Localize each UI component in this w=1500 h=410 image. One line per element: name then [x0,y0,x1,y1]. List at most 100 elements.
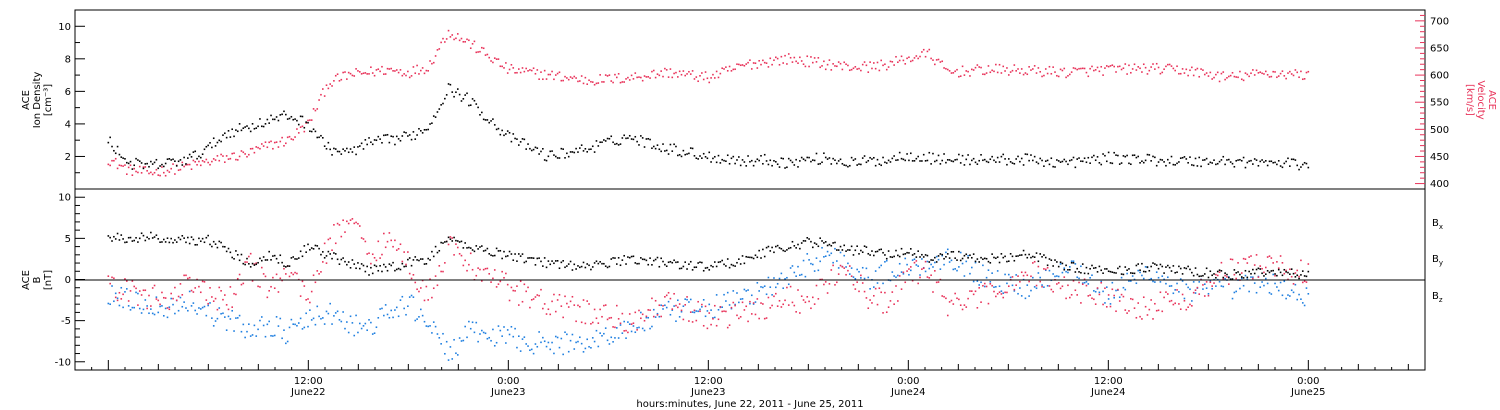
bx-point [747,256,749,259]
density-point [610,135,613,138]
by-point [1054,275,1056,278]
bz-point [423,299,426,302]
bx-point [1259,268,1262,270]
bx-point [1070,261,1073,264]
bz-point [384,246,387,249]
velocity-point [135,170,137,173]
bx-point [610,258,613,260]
bz-point [1074,289,1077,292]
density-point [358,145,361,147]
bz-point [778,299,781,302]
by-point [1104,302,1106,304]
bx-point [841,249,844,251]
density-point [362,148,365,150]
velocity-point [712,73,714,76]
velocity-point [294,136,296,138]
bz-point [804,301,807,304]
bx-point [1174,271,1176,274]
bz-point [444,262,446,264]
by-point [590,346,592,349]
density-point [264,123,267,125]
density-point [388,141,391,144]
bz-point [279,277,282,280]
by-point [157,311,160,314]
bz-point [904,281,907,284]
by-point [151,312,154,315]
density-point [580,144,583,146]
bz-point [665,294,668,297]
bx-point [1083,272,1086,275]
bz-point [506,283,509,286]
density-point [260,125,263,128]
velocity-point [784,54,786,57]
density-point [453,95,455,98]
density-point [1257,164,1260,167]
bz-point [982,284,984,287]
velocity-point [162,171,165,174]
bz-point [501,270,503,273]
bz-point [111,276,113,279]
velocity-point [499,65,502,68]
bx-point [1128,268,1130,270]
velocity-point [538,78,540,80]
bx-point [379,264,381,267]
density-point [203,148,206,151]
bz-point [373,256,376,259]
velocity-point [1200,68,1202,70]
velocity-point [235,158,237,161]
density-point [974,161,977,164]
by-point [675,320,677,323]
velocity-point [945,67,947,70]
by-point [331,323,333,325]
bx-point [821,240,823,242]
bz-point [632,322,635,325]
bx-point [1216,270,1219,273]
bz-point [135,287,137,290]
bx-point [813,242,816,244]
velocity-point [941,60,944,63]
density-point [841,162,844,165]
by-point [277,325,280,327]
bz-point [338,224,341,226]
bz-point [554,310,557,313]
bx-point [1257,267,1260,270]
bz-point [244,261,246,263]
by-point [1305,287,1308,289]
by-point [150,308,152,310]
by-point [946,248,949,251]
bz-point [821,278,823,281]
velocity-point [1248,75,1250,78]
bx-point [479,246,481,248]
density-point [800,156,803,159]
velocity-point [995,63,997,66]
bx-point [1226,273,1228,276]
by-point [987,269,990,271]
by-point [743,288,746,291]
by-point [1209,279,1212,282]
bx-point [882,251,884,254]
by-point [379,308,381,310]
density-point [1277,160,1280,162]
velocity-point [1226,77,1228,79]
velocity-point [699,75,701,77]
by-point [891,271,894,273]
bx-point [800,242,803,244]
bz-point [1263,271,1265,274]
bx-point [137,241,139,243]
by-point [1253,282,1256,284]
velocity-point [656,73,659,75]
by-point [569,339,572,342]
density-point [728,162,731,165]
bx-point [1105,268,1108,270]
velocity-point [967,70,969,73]
bx-point [1154,263,1156,265]
bz-point [170,292,172,295]
bz-point [948,301,951,303]
bz-point [288,275,291,278]
density-point [1163,161,1165,163]
velocity-point [253,151,256,154]
bz-point [148,294,150,297]
density-point [562,148,564,150]
density-point [392,135,394,138]
bx-point [935,261,938,263]
